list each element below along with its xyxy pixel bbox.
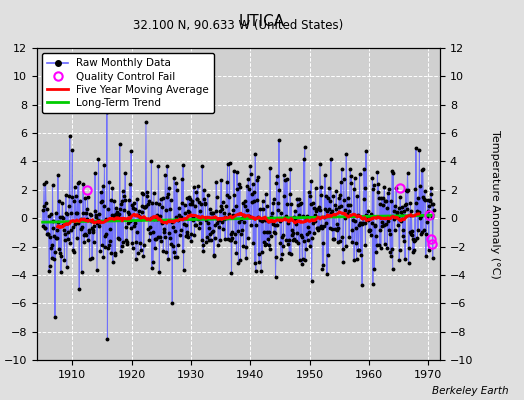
Text: Berkeley Earth: Berkeley Earth — [432, 386, 508, 396]
Text: UTICA: UTICA — [239, 14, 285, 29]
Title: 32.100 N, 90.633 W (United States): 32.100 N, 90.633 W (United States) — [133, 18, 344, 32]
Legend: Raw Monthly Data, Quality Control Fail, Five Year Moving Average, Long-Term Tren: Raw Monthly Data, Quality Control Fail, … — [42, 53, 214, 113]
Y-axis label: Temperature Anomaly (°C): Temperature Anomaly (°C) — [490, 130, 500, 278]
